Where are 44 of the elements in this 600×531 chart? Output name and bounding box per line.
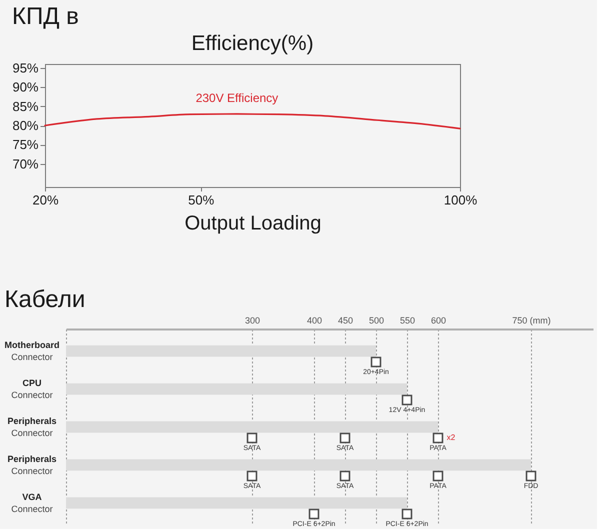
series-label: 230V Efficiency: [196, 90, 278, 105]
x-tick-label: 750 (mm): [512, 316, 551, 326]
x-tick-label: 500: [368, 316, 384, 326]
category-label: Motherboard Connector: [4, 340, 60, 362]
x-tick-label: 300: [244, 316, 260, 326]
x-tick-label: 50%: [188, 192, 215, 208]
y-tick-label: 85%: [12, 98, 39, 114]
y-tick-label: 80%: [12, 118, 39, 133]
bar: [66, 459, 531, 471]
bar: [66, 421, 438, 433]
point: [432, 432, 444, 444]
x-axis-title: Output Loading: [184, 212, 322, 234]
point: [526, 470, 536, 482]
annotation: x2: [446, 433, 456, 442]
x-tick-label: 400: [306, 316, 322, 326]
point: [246, 470, 258, 482]
chart-subtitle: Efficiency(%): [191, 32, 314, 55]
category-label: CPU Connector: [11, 378, 53, 400]
point: [370, 356, 382, 368]
point: [402, 508, 412, 520]
y-tick-label: 70%: [12, 156, 39, 172]
point: [246, 432, 258, 444]
y-tick-label: 95%: [12, 60, 39, 76]
x-tick-label: 450: [338, 316, 354, 326]
chart-title: КПД в: [12, 3, 79, 30]
x-tick-label: 100%: [444, 192, 478, 208]
point: [432, 470, 444, 482]
point: [308, 508, 320, 520]
category-label: Peripherals Connector: [7, 454, 57, 476]
bar: [66, 345, 376, 357]
point: [340, 470, 350, 482]
chart-title: Кабели: [4, 286, 86, 313]
x-tick-label: 600: [430, 316, 446, 326]
point: [340, 432, 350, 444]
y-tick-label: 75%: [12, 137, 39, 152]
bar: [66, 383, 407, 395]
x-tick-label: 550: [400, 316, 416, 326]
y-tick-label: 90%: [12, 80, 39, 95]
category-label: Peripherals Connector: [7, 416, 57, 438]
line-series: [44, 113, 461, 130]
x-tick-label: 20%: [32, 192, 59, 208]
point: [402, 394, 412, 406]
bar: [66, 497, 407, 509]
category-label: VGA Connector: [11, 492, 53, 514]
